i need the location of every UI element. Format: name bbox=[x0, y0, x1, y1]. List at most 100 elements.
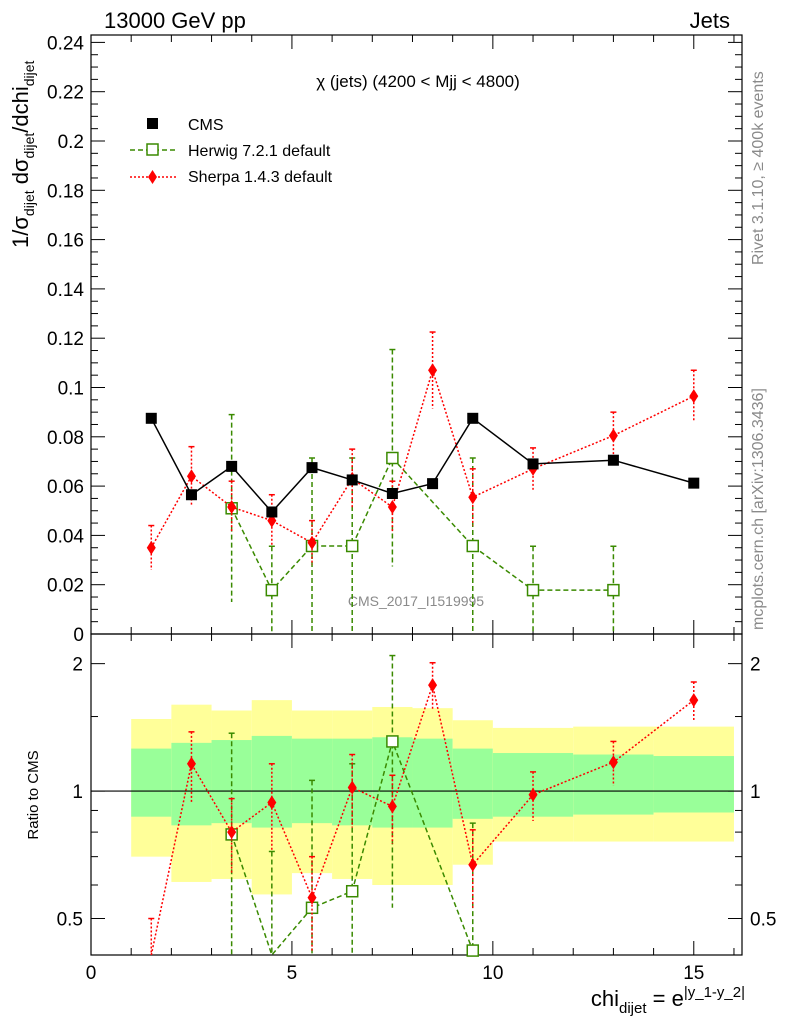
ratio-sherpa-line bbox=[150, 682, 695, 956]
sherpa-point bbox=[608, 428, 618, 443]
cms-point bbox=[467, 412, 479, 424]
ratio-ytick-label-right: 2 bbox=[750, 655, 761, 676]
ratio-ylabel: Ratio to CMS bbox=[25, 750, 42, 839]
xlabel-eq: = e bbox=[647, 986, 684, 1011]
cms-point bbox=[688, 477, 700, 489]
ratio-sherpa-point bbox=[186, 756, 196, 771]
main-ytick-label: 0.14 bbox=[47, 280, 84, 301]
analysis-watermark: CMS_2017_I1519995 bbox=[348, 593, 484, 609]
ratio-herwig-point bbox=[345, 884, 359, 898]
cms-point bbox=[185, 489, 197, 501]
ratio-sherpa-point bbox=[689, 693, 699, 708]
sherpa-point bbox=[689, 389, 699, 404]
herwig-line bbox=[230, 456, 614, 592]
cms-point bbox=[306, 462, 318, 474]
main-ytick-label: 0.1 bbox=[58, 378, 84, 399]
herwig-point bbox=[386, 451, 399, 465]
ylabel-sub-2: dijet bbox=[21, 60, 37, 86]
plot-title: χ (jets) (4200 < Mjj < 4800) bbox=[316, 72, 520, 91]
cms-point bbox=[386, 487, 398, 499]
band-inner bbox=[131, 748, 172, 817]
ratio-sherpa-point bbox=[227, 825, 237, 840]
band-inner bbox=[653, 756, 734, 813]
main-ytick-label: 0.16 bbox=[47, 231, 84, 252]
cms-point bbox=[346, 474, 358, 486]
ratio-xtick-label: 5 bbox=[287, 963, 298, 984]
main-ytick-label: 0 bbox=[73, 625, 84, 646]
legend-sherpa-label: Sherpa 1.4.3 default bbox=[188, 169, 333, 186]
herwig-point bbox=[466, 539, 480, 553]
main-ytick-label: 0.06 bbox=[47, 477, 84, 498]
main-ytick-label: 0.08 bbox=[47, 428, 84, 449]
ylabel-sub-0: dijet bbox=[21, 190, 37, 216]
xlabel-base: chi bbox=[591, 986, 619, 1011]
process-label: Jets bbox=[690, 8, 730, 33]
herwig-point bbox=[526, 583, 540, 597]
ratio-frame bbox=[90, 633, 743, 956]
ylabel-part-0: 1/σ bbox=[8, 216, 33, 248]
band-inner bbox=[372, 737, 413, 828]
rivet-info: Rivet 3.1.10, ≥ 400k events bbox=[750, 71, 767, 265]
sherpa-line bbox=[150, 367, 695, 549]
main-ylabel: 1/σdijet dσdijet/dchidijet bbox=[8, 60, 37, 248]
ylabel-part-2: /dchi bbox=[8, 86, 33, 132]
ratio-herwig-line bbox=[230, 739, 474, 957]
cms-line bbox=[150, 417, 694, 514]
sherpa-point bbox=[428, 363, 438, 378]
ratio-panel: 0 5 10 15 0.5 0.5 1 1 2 2 bbox=[57, 633, 776, 984]
ratio-sherpa-point bbox=[528, 787, 538, 802]
ratio-xtick-label: 0 bbox=[86, 963, 97, 984]
ratio-sherpa-point bbox=[468, 857, 478, 872]
cms-point bbox=[607, 454, 619, 466]
xlabel-sub: dijet bbox=[619, 1000, 647, 1017]
herwig-point bbox=[345, 539, 359, 553]
ratio-ytick-label-right: 1 bbox=[750, 782, 761, 803]
ylabel-part-1: dσ bbox=[8, 158, 33, 190]
main-ytick-label: 0.04 bbox=[47, 526, 84, 547]
ratio-ytick-label: 1 bbox=[72, 782, 83, 803]
ylabel-sub-1: dijet bbox=[21, 133, 37, 159]
main-ytick-label: 0.22 bbox=[47, 83, 84, 104]
cms-point bbox=[226, 460, 238, 472]
herwig-point bbox=[265, 583, 279, 597]
energy-label: 13000 GeV pp bbox=[104, 8, 246, 33]
cms-point bbox=[145, 412, 157, 424]
ratio-xtick-label: 15 bbox=[683, 963, 704, 984]
mcplots-info: mcplots.cern.ch [arXiv:1306.3436] bbox=[750, 388, 767, 630]
xlabel-sup: |y_1-y_2| bbox=[684, 984, 745, 1001]
legend-herwig-label: Herwig 7.2.1 default bbox=[188, 143, 331, 160]
legend: CMS Herwig 7.2.1 default Sherpa 1.4.3 de… bbox=[130, 117, 333, 186]
legend-herwig-marker bbox=[146, 143, 159, 156]
ratio-ytick-label-right: 0.5 bbox=[750, 910, 776, 931]
sherpa-point bbox=[387, 500, 397, 515]
sherpa-point bbox=[468, 490, 478, 505]
ratio-sherpa-point bbox=[428, 678, 438, 693]
ratio-herwig-point bbox=[386, 735, 399, 748]
ratio-sherpa-point bbox=[387, 799, 397, 814]
legend-cms-label: CMS bbox=[188, 117, 224, 134]
legend-sherpa-marker bbox=[148, 170, 157, 184]
ratio-sherpa-point bbox=[347, 780, 357, 795]
ratio-xtick-label: 10 bbox=[482, 963, 503, 984]
ratio-ytick-label: 2 bbox=[72, 655, 83, 676]
ratio-xlabel: chidijet = e|y_1-y_2| bbox=[591, 984, 745, 1017]
main-ytick-label: 0.2 bbox=[58, 132, 84, 153]
cms-point bbox=[527, 458, 539, 470]
main-ytick-label: 0.02 bbox=[47, 576, 84, 597]
main-ytick-label: 0.24 bbox=[47, 33, 84, 54]
cms-point bbox=[427, 478, 439, 490]
sherpa-point bbox=[186, 469, 196, 484]
ratio-sherpa-point bbox=[608, 755, 618, 770]
ratio-sherpa-point bbox=[267, 795, 277, 810]
ratio-sherpa-point bbox=[307, 890, 317, 905]
main-ytick-label: 0.12 bbox=[47, 329, 84, 350]
sherpa-point bbox=[307, 535, 317, 550]
legend-cms-marker bbox=[147, 118, 158, 129]
main-ytick-label: 0.18 bbox=[47, 181, 84, 202]
herwig-point bbox=[607, 583, 620, 597]
main-panel: 0 0.02 0.04 0.06 0.08 0.1 0.12 0.14 0.16 0.18 0.2 0… bbox=[47, 33, 743, 646]
sherpa-point bbox=[146, 540, 156, 555]
sherpa-point bbox=[227, 500, 237, 515]
band-inner bbox=[452, 748, 493, 819]
